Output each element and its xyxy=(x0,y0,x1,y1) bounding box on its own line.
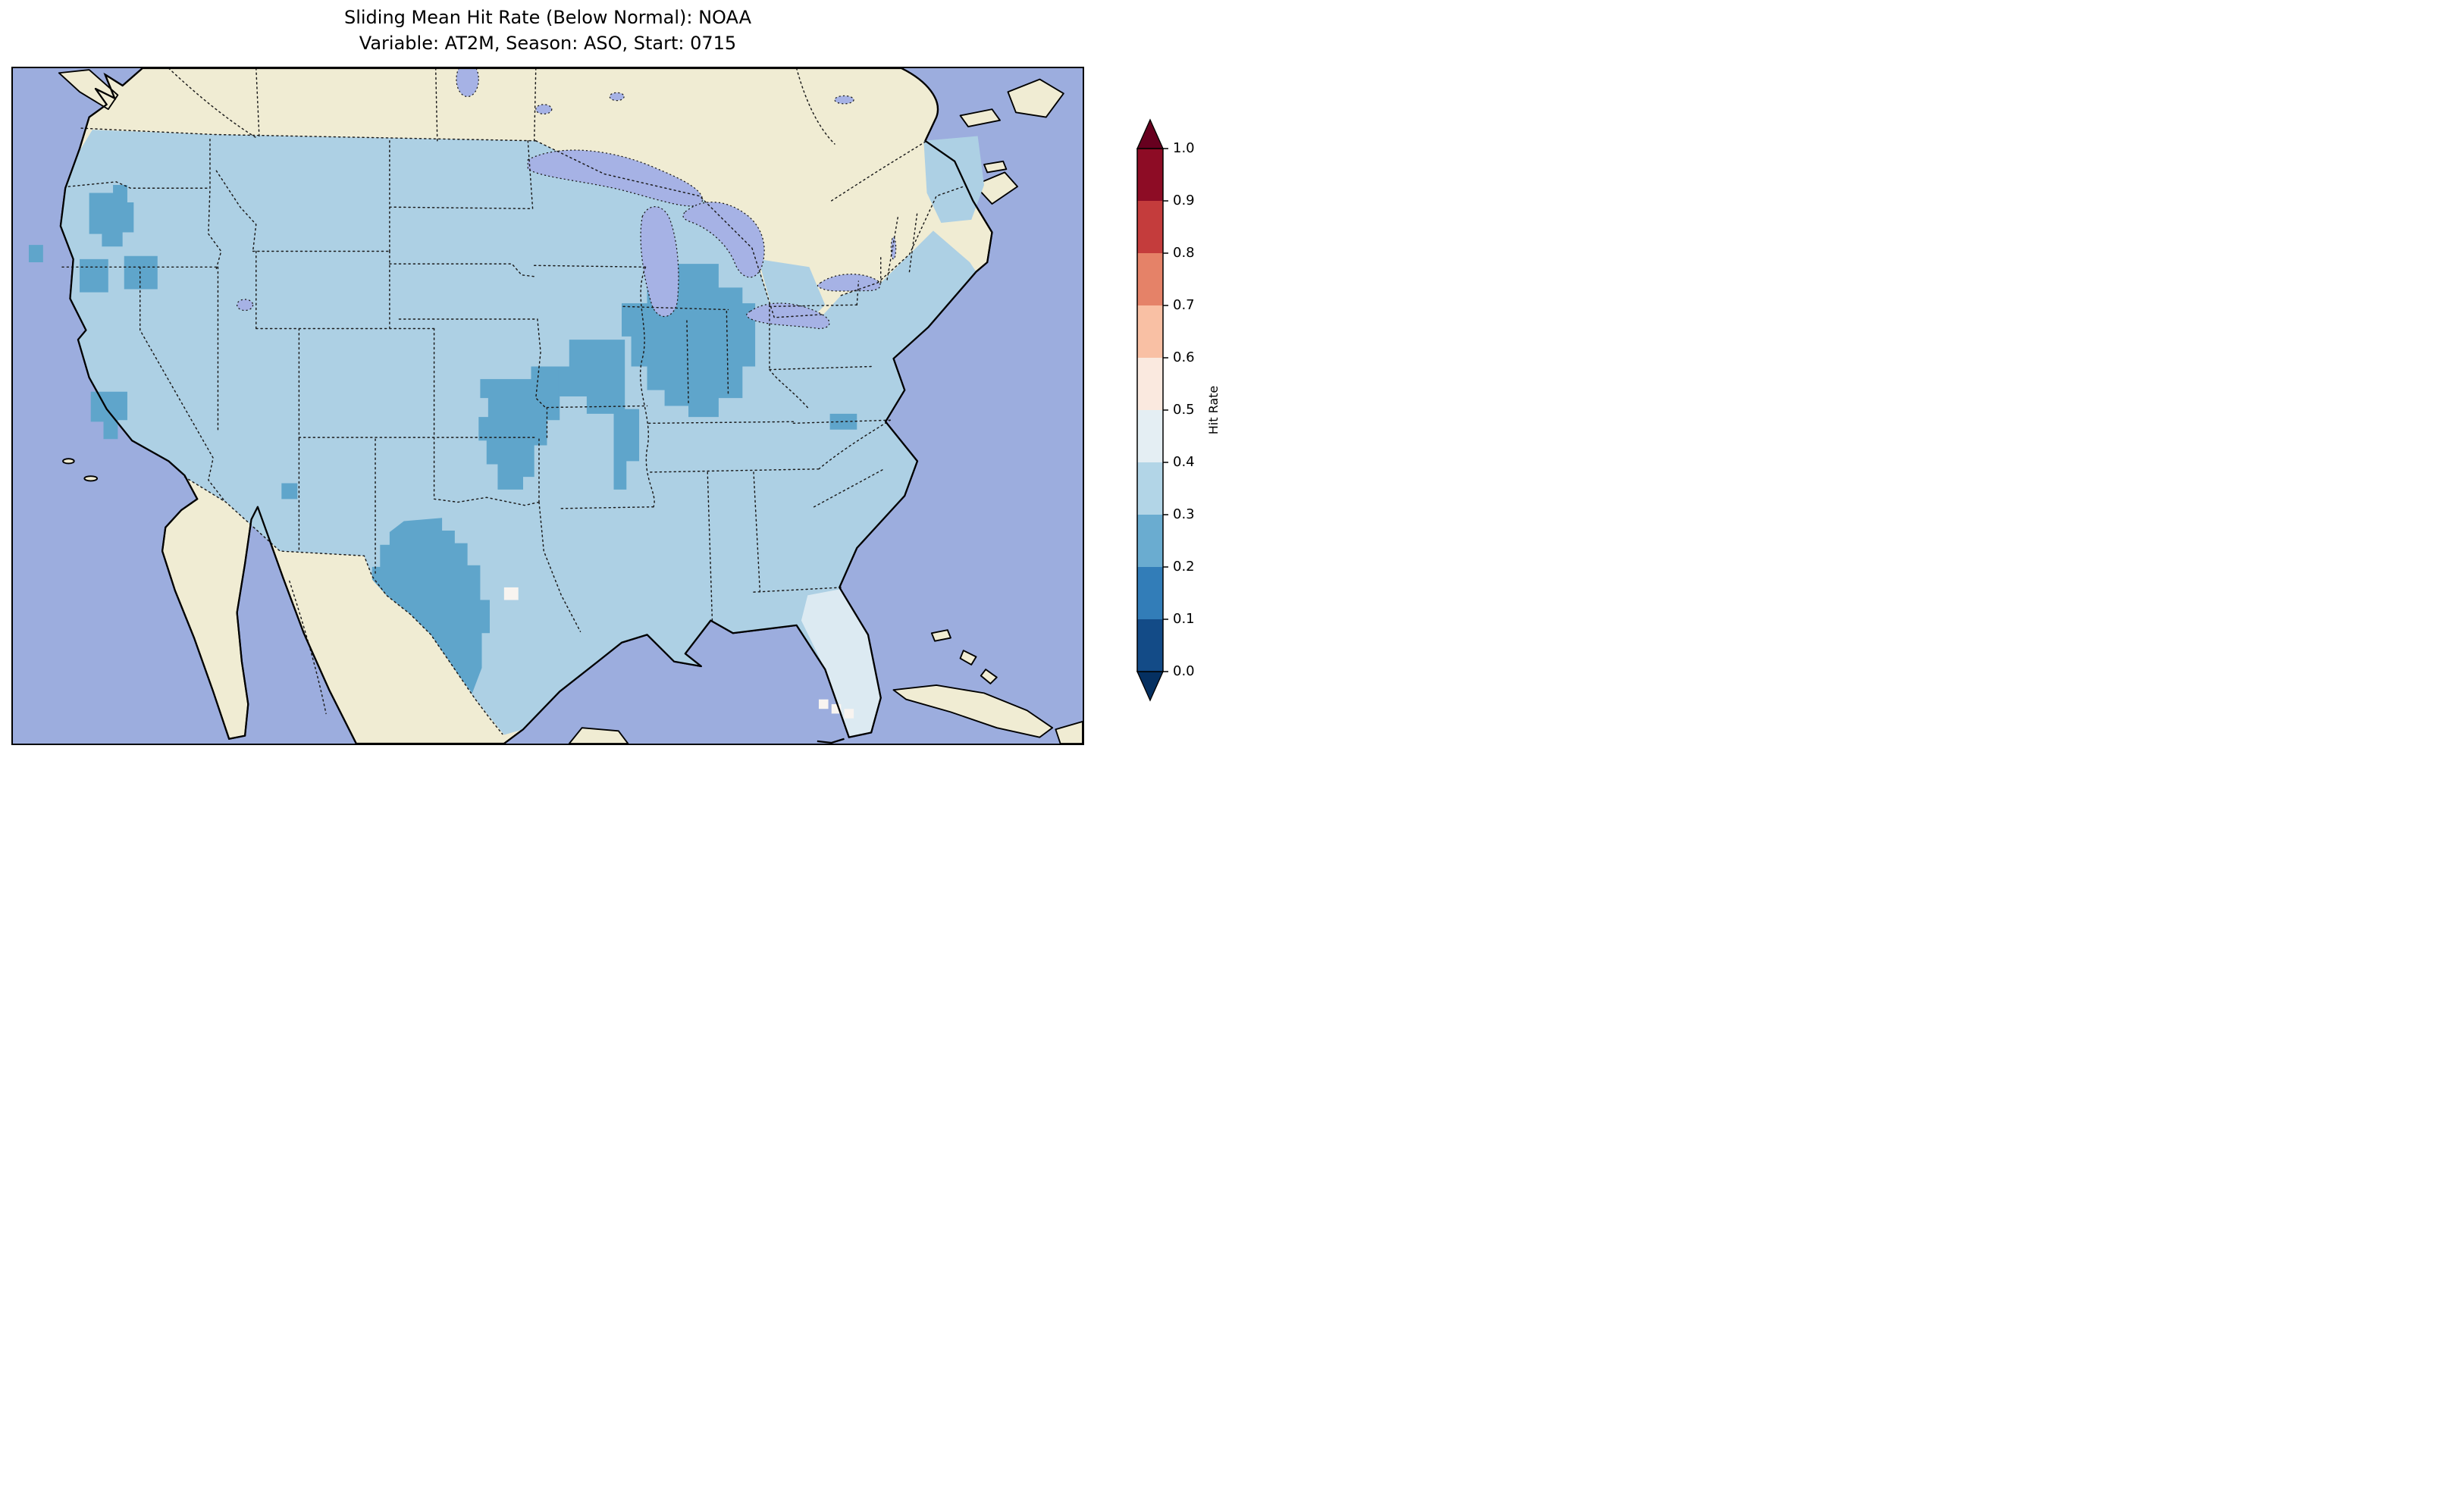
florida-light-region xyxy=(801,588,881,738)
southern-ontario-cells xyxy=(758,258,826,316)
tick-0.2: 0.2 xyxy=(1173,559,1195,575)
patch-midwest-connector xyxy=(558,340,625,414)
colorbar-segment-8 xyxy=(1137,201,1163,253)
colorbar-segment-9 xyxy=(1137,149,1163,201)
patch-oklahoma-missouri xyxy=(478,366,569,490)
channel-island-1 xyxy=(62,458,75,465)
conus-map xyxy=(13,68,1083,744)
lakes xyxy=(236,68,897,330)
northeast-maine-cells xyxy=(923,136,985,224)
prince-edward-island xyxy=(983,160,1008,174)
colorbar-tick-marks xyxy=(1163,148,1168,672)
title-line-1: Sliding Mean Hit Rate (Below Normal): NO… xyxy=(343,7,752,28)
title-line-2: Variable: AT2M, Season: ASO, Start: 0715 xyxy=(359,33,737,54)
map-axes-frame xyxy=(11,67,1084,745)
florida-keys xyxy=(817,738,845,744)
nova-scotia xyxy=(973,171,1018,205)
patch-north-carolina xyxy=(829,413,857,430)
colorbar-segment-4 xyxy=(1137,410,1163,462)
newfoundland-island xyxy=(1007,78,1064,118)
bahamas-island-3 xyxy=(980,669,998,684)
islands xyxy=(58,69,1083,744)
state-borders-northeast xyxy=(856,211,918,305)
colorbar-segments xyxy=(1137,149,1163,672)
high-light-cells xyxy=(503,587,854,719)
cuba xyxy=(892,684,1054,738)
anticosti-island xyxy=(959,108,1001,127)
canada-lake-1 xyxy=(609,92,625,102)
lake-champlain xyxy=(890,236,897,260)
lake-huron xyxy=(682,202,765,278)
figure-title: Sliding Mean Hit Rate (Below Normal): NO… xyxy=(11,5,1084,56)
colorbar-segment-3 xyxy=(1137,462,1163,515)
patch-nevada-east xyxy=(124,255,158,290)
lake-winnipeg xyxy=(456,68,479,98)
channel-island-2 xyxy=(83,475,99,482)
state-borders-plains xyxy=(389,140,654,632)
figure: Sliding Mean Hit Rate (Below Normal): NO… xyxy=(0,0,1232,747)
colorbar-svg: 1.0 0.9 0.8 0.7 0.6 0.5 0.4 0.3 0.2 0.1 … xyxy=(1136,118,1221,702)
colorbar-segment-6 xyxy=(1137,305,1163,358)
white-cell-florida-1 xyxy=(818,699,829,709)
tick-0.6: 0.6 xyxy=(1173,349,1195,365)
patch-norcal-coast xyxy=(28,245,43,263)
colorbar: 1.0 0.9 0.8 0.7 0.6 0.5 0.4 0.3 0.2 0.1 … xyxy=(1136,118,1231,720)
lake-superior xyxy=(527,149,703,207)
colorbar-under-arrow xyxy=(1136,671,1165,702)
state-borders-midwest xyxy=(622,266,770,508)
patch-idaho-oregon xyxy=(89,185,134,247)
bahamas-island-2 xyxy=(959,650,977,666)
bahamas-island-1 xyxy=(930,629,951,642)
state-borders-southeast xyxy=(647,304,892,623)
tick-0.9: 0.9 xyxy=(1173,193,1195,208)
state-borders xyxy=(61,138,918,632)
tick-0.1: 0.1 xyxy=(1173,611,1195,627)
tick-0.3: 0.3 xyxy=(1173,506,1195,522)
state-borders-west xyxy=(61,138,538,578)
white-cell-florida-3 xyxy=(844,709,854,719)
hispaniola xyxy=(1055,720,1083,744)
white-cell-texas xyxy=(503,587,519,600)
lake-of-the-woods xyxy=(535,104,553,114)
colorbar-segment-7 xyxy=(1137,253,1163,305)
yucatan xyxy=(568,727,629,744)
lake-erie xyxy=(746,302,830,330)
tick-0.4: 0.4 xyxy=(1173,454,1195,470)
colorbar-segment-5 xyxy=(1137,358,1163,410)
colorbar-segment-0 xyxy=(1137,619,1163,672)
patch-nevada-west xyxy=(80,258,108,293)
patch-socal-coast xyxy=(90,391,127,440)
colorbar-tick-labels: 1.0 0.9 0.8 0.7 0.6 0.5 0.4 0.3 0.2 0.1 … xyxy=(1173,140,1195,679)
tick-0.7: 0.7 xyxy=(1173,297,1195,313)
tick-1.0: 1.0 xyxy=(1173,140,1195,156)
colorbar-segment-1 xyxy=(1137,567,1163,619)
patch-mississippi-river-arm xyxy=(613,409,640,490)
patch-arizona-cell xyxy=(281,483,298,500)
colorbar-axis-label: Hit Rate xyxy=(1206,386,1221,435)
canada-internal-borders xyxy=(168,68,928,715)
great-salt-lake xyxy=(236,299,254,312)
tick-0.8: 0.8 xyxy=(1173,245,1195,261)
tick-0.5: 0.5 xyxy=(1173,402,1195,418)
colorbar-segment-2 xyxy=(1137,515,1163,567)
us-canada-border xyxy=(80,127,964,318)
tick-0.0: 0.0 xyxy=(1173,663,1195,679)
patch-texas xyxy=(371,518,490,694)
colorbar-over-arrow xyxy=(1136,118,1165,149)
canada-lake-2 xyxy=(834,95,854,105)
